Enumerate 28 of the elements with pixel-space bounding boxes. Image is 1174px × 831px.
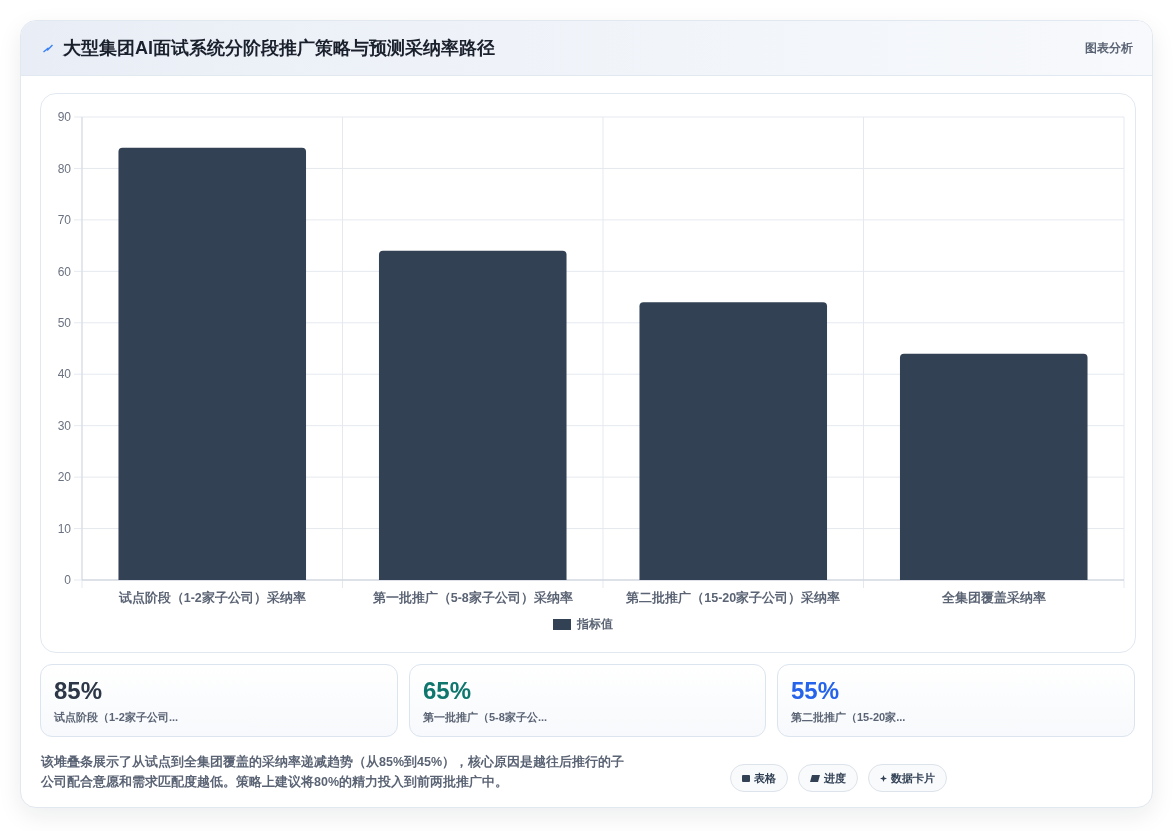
y-tick-label: 20 — [57, 470, 72, 485]
bar — [899, 353, 1088, 580]
y-tick-label: 70 — [57, 213, 72, 228]
x-tick-label: 试点阶段（1-2家子公司）采纳率 — [117, 590, 306, 605]
y-tick-label: 30 — [57, 418, 72, 433]
y-tick-label: 0 — [64, 573, 72, 588]
x-tick-label: 全集团覆盖采纳率 — [940, 590, 1046, 605]
chip-button: 进度 — [798, 764, 858, 792]
y-tick-label: 10 — [57, 521, 72, 536]
stat-card: 65% 第一批推广（5-8家子公... — [409, 664, 766, 737]
stat-card: 55% 第二批推广（15-20家... — [777, 664, 1135, 737]
legend-label: 指标值 — [576, 617, 613, 632]
text: 该堆叠条展示了从试点到全集团覆盖的采纳率递减趋势（从85%到45%），核心原因是越往后推行的子公司配合意愿和需求匹配度越低。策略上建议将80%的精力投入到前两批推广中。 — [41, 755, 625, 789]
y-tick-label: 90 — [57, 110, 72, 125]
bar — [378, 250, 567, 580]
y-tick-label: 60 — [57, 264, 72, 279]
stat-card: 85% 试点阶段（1-2家子公司... — [40, 664, 398, 737]
y-tick-label: 40 — [57, 367, 72, 382]
bar — [118, 147, 307, 580]
y-tick-label: 50 — [57, 315, 72, 330]
bar — [639, 302, 828, 580]
x-tick-label: 第一批推广（5-8家子公司）采纳率 — [371, 590, 573, 605]
chip-button: 表格 — [730, 764, 788, 792]
chart-title: 大型集团AI面试系统分阶段推广策略与预测采纳率路径 — [63, 38, 495, 58]
x-tick-label: 第二批推广（15-20家子公司）采纳率 — [625, 590, 841, 605]
y-tick-label: 80 — [57, 161, 72, 176]
chip-button: 数据卡片 — [868, 764, 947, 792]
text: 图表分析 — [1085, 41, 1133, 55]
